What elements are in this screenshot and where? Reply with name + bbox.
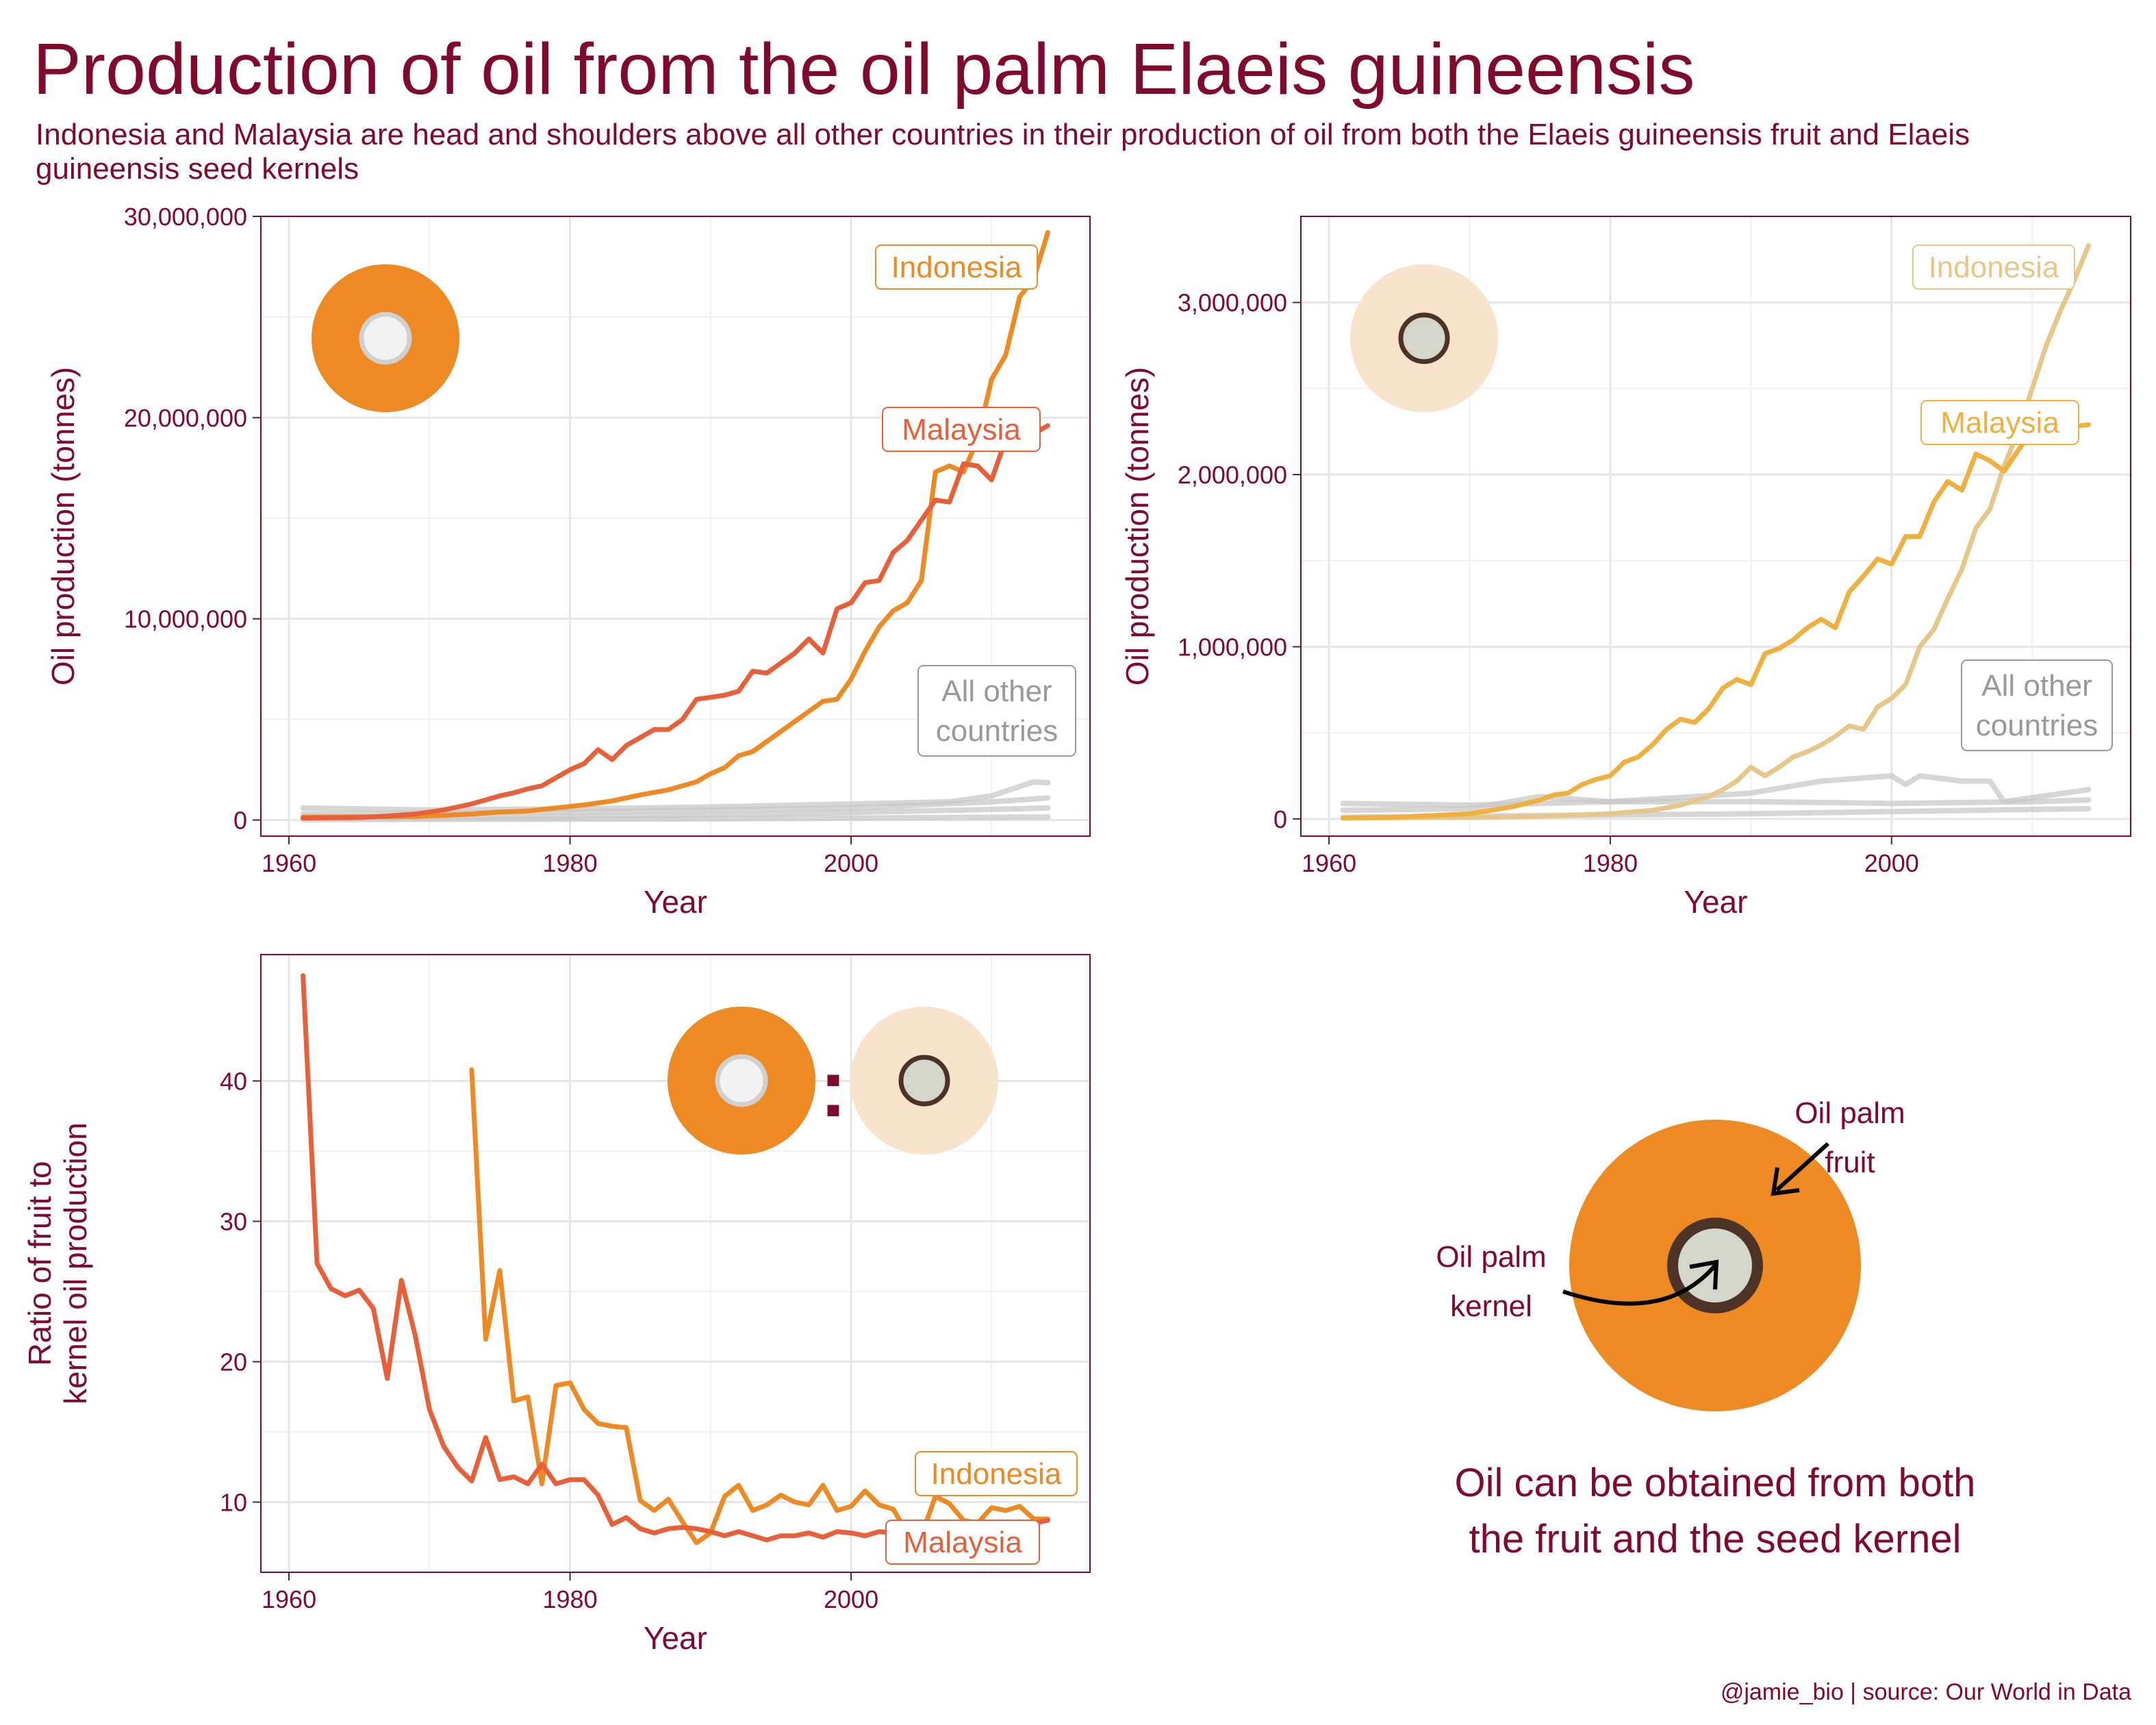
kernel-icon [1398,312,1450,364]
x-tick-label: 2000 [824,849,878,877]
y-tick-label: 2,000,000 [1178,461,1287,489]
series-label-all-other: All other countries [936,675,1058,748]
oil-palm-diagram: Oil palm fruit Oil palm kernel Oil can be … [1436,1096,1975,1561]
x-tick-label: 1960 [1302,849,1356,877]
series-label-malaysia: Malaysia [902,413,1021,446]
chart-title: Production of oil from the oil palm Elae… [33,29,1695,110]
x-tick-label: 1960 [262,1585,316,1613]
x-tick-label: 1980 [543,1585,598,1613]
y-tick-label: 20,000,000 [124,404,247,432]
y-tick-label: 1,000,000 [1178,633,1287,661]
y-tick-label: 0 [233,806,247,834]
y-tick-label: 0 [1273,805,1287,833]
series-label-box [875,244,1038,290]
series-line-indonesia [1341,243,2091,821]
y-tick-label: 20 [220,1348,247,1376]
x-tick-label: 2000 [1864,849,1919,877]
series-label-indonesia: Indonesia [1929,251,2059,284]
series-label-box [882,407,1041,452]
series-label-box [1961,659,2113,751]
series-line-indonesia [469,1067,1050,1546]
panel-border [1300,216,2131,837]
series-label-box [1920,400,2079,445]
series-label-malaysia: Malaysia [903,1526,1022,1559]
diagram-note: Oil can be obtained from both the fruit a… [1455,1461,1976,1561]
y-tick-label: 10,000,000 [124,605,247,633]
ratio-panel: 10 20 30 40 1960 1980 2000 Year Ratio of fruit t… [22,954,1091,1656]
kernel-arrow-icon [1562,1264,1717,1306]
ratio-separator: : [820,1042,847,1134]
panel-border [260,216,1091,837]
series-label-all-other: All other countries [1976,669,2098,742]
series-label-box [1912,244,2075,290]
series-line-all-other-countries [300,779,1051,813]
x-axis-label: Year [1684,884,1748,920]
y-tick-label: 3,000,000 [1178,289,1287,317]
x-tick-label: 1980 [1583,849,1638,877]
panel-border [260,954,1091,1573]
y-axis-label: Oil production (tonnes) [1119,367,1155,685]
x-tick-label: 1960 [262,849,316,877]
series-label-indonesia: Indonesia [931,1457,1062,1491]
kernel-oil-panel: 0 1,000,000 2,000,000 3,000,000 1960 1980 2000… [1119,216,2131,920]
series-label-indonesia: Indonesia [891,251,1022,284]
y-axis-label: Oil production (tonnes) [45,367,81,685]
x-axis-label: Year [644,1620,707,1656]
y-tick-label: 30 [220,1208,247,1236]
series-line-malaysia [301,423,1050,821]
x-axis-label: Year [644,884,707,920]
series-label-box [917,665,1076,757]
kernel-label: Oil palm kernel [1436,1240,1546,1323]
y-tick-label: 30,000,000 [124,203,247,231]
kernel-icon [898,1055,950,1107]
ratio-legend: : [668,1007,998,1155]
fruit-center-icon [715,1054,768,1107]
y-tick-label: 10 [220,1489,247,1517]
x-tick-label: 1980 [543,849,598,877]
series-line-other-country [1340,794,2092,814]
fruit-arrowhead-icon [1771,1167,1800,1196]
fruit-oil-panel: 0 10,000,000 20,000,000 30,000,000 1960 1980 2… [45,203,1091,920]
series-label-malaysia: Malaysia [1940,406,2059,440]
x-tick-label: 2000 [824,1585,878,1613]
fruit-label: Oil palm fruit [1794,1096,1905,1179]
y-axis-label: Ratio of fruit tokernel oil production [22,1122,93,1405]
series-line-other-country [300,814,1051,822]
kernel-arrowhead-icon [1689,1259,1719,1290]
series-line-malaysia [1341,422,2091,821]
series-label-box [915,1451,1078,1496]
fruit-arrow-icon [1775,1142,1830,1192]
series-line-indonesia [301,230,1050,820]
chart-subtitle: Indonesia and Malaysia are head and shou… [36,118,1970,186]
fruit-center-icon [359,312,412,365]
caption: @jamie_bio | source: Our World in Data [1720,1679,2131,1705]
y-tick-label: 40 [220,1068,247,1096]
series-label-box [885,1520,1040,1565]
